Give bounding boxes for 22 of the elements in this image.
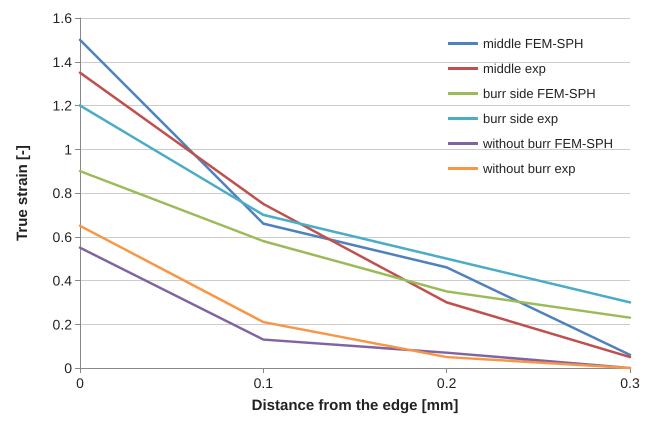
y-tick-label: 1	[64, 141, 72, 158]
y-axis-title: True strain [-]	[14, 145, 31, 241]
y-tick-label: 1.4	[52, 54, 72, 70]
legend-label: burr side FEM-SPH	[482, 86, 596, 101]
x-tick-label: 0.1	[254, 375, 274, 391]
y-tick-label: 0.6	[52, 228, 72, 245]
y-tick-label: 1.2	[52, 98, 72, 114]
y-tick-label: 0.8	[52, 185, 72, 201]
legend-label: without burr exp	[482, 161, 576, 176]
y-tick-label: 1.6	[52, 10, 72, 26]
y-tick-label: 0	[64, 360, 72, 376]
x-axis-title: Distance from the edge [mm]	[252, 397, 458, 414]
x-tick-label: 0.3	[620, 375, 640, 391]
y-tick-label: 0.2	[52, 316, 72, 332]
x-tick-label: 0	[76, 375, 84, 391]
legend-label: without burr FEM-SPH	[482, 136, 614, 151]
x-tick-label: 0.2	[436, 375, 457, 391]
legend-label: burr side exp	[482, 111, 558, 126]
legend-label: middle exp	[482, 61, 546, 76]
line-series	[78, 104, 632, 304]
y-tick-label: 0.4	[52, 272, 72, 288]
legend-label: middle FEM-SPH	[482, 36, 584, 51]
